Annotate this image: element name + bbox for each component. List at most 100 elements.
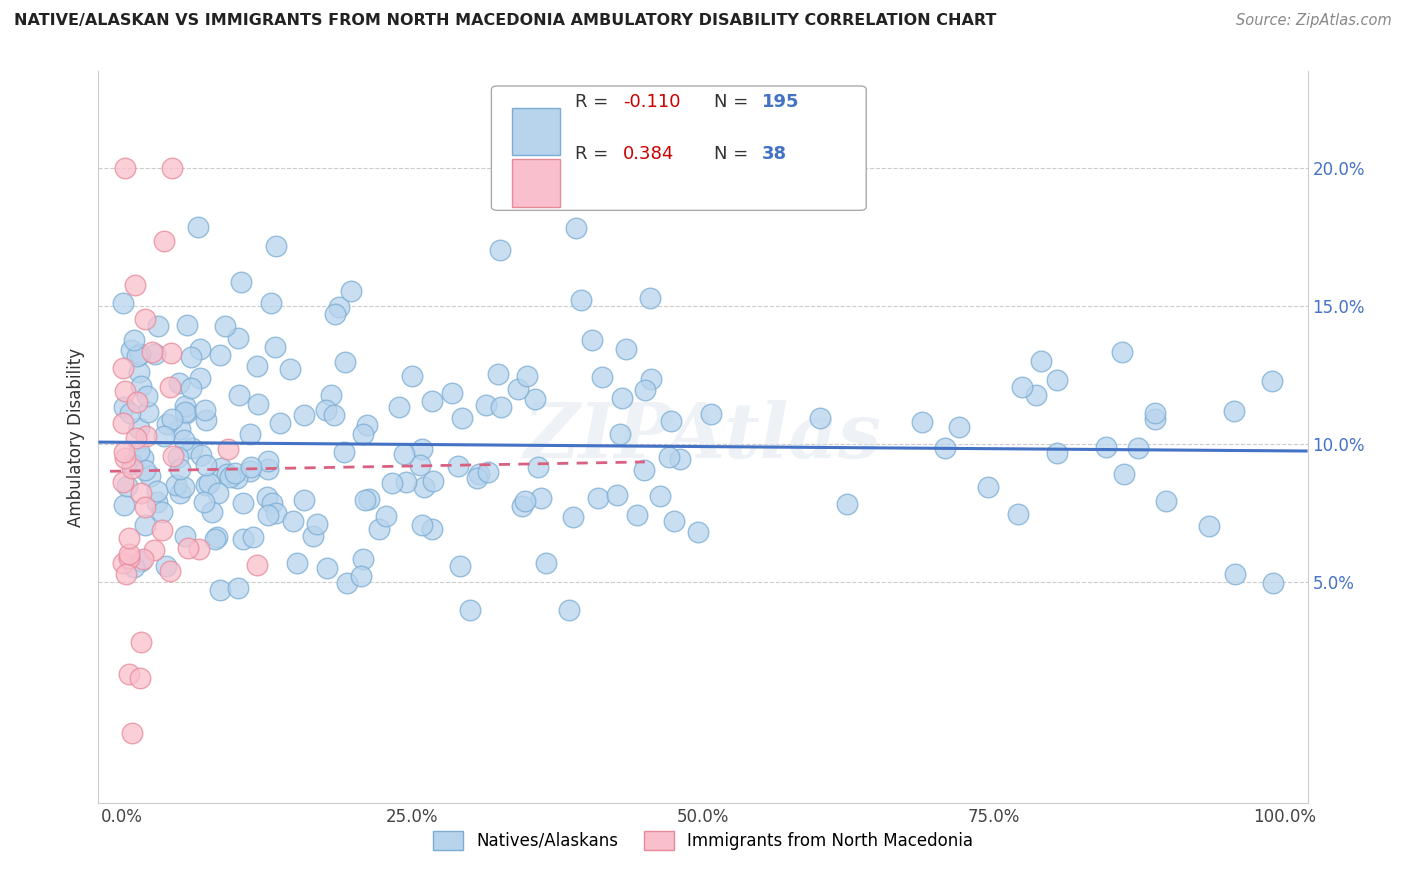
Point (207, 530, 229, 544)
Point (374, 509, 396, 524)
Point (662, 514, 685, 528)
Point (381, 475, 404, 490)
Point (209, 583, 232, 598)
Text: -0.110: -0.110 (623, 94, 681, 112)
Point (117, 551, 139, 566)
Point (686, 524, 709, 539)
Point (135, 429, 157, 443)
Point (117, 547, 139, 561)
Point (180, 350, 202, 364)
Point (129, 346, 152, 360)
Point (458, 602, 481, 616)
Point (808, 410, 831, 425)
Text: N =: N = (714, 94, 754, 112)
Point (323, 307, 346, 321)
Point (668, 452, 690, 467)
Point (565, 221, 588, 235)
Point (328, 300, 350, 314)
Point (1128, 441, 1150, 455)
Point (195, 458, 218, 472)
Point (120, 406, 142, 420)
Point (231, 275, 253, 289)
Point (420, 522, 443, 536)
Point (1007, 508, 1029, 522)
Point (1095, 440, 1118, 454)
Point (614, 343, 637, 357)
Point (111, 416, 134, 430)
Point (114, 384, 136, 398)
Point (167, 376, 190, 390)
Point (569, 293, 592, 307)
Bar (512, 159, 561, 207)
Point (112, 556, 135, 570)
Point (340, 284, 363, 298)
Point (226, 581, 249, 595)
Point (260, 496, 283, 510)
Point (129, 554, 152, 568)
Point (111, 475, 134, 490)
Point (150, 524, 173, 538)
Point (336, 575, 359, 590)
Point (1025, 388, 1047, 402)
Point (111, 361, 134, 376)
Point (160, 412, 183, 426)
Point (240, 460, 263, 475)
Point (176, 318, 198, 333)
Point (1046, 445, 1069, 459)
Point (626, 508, 648, 523)
Point (447, 459, 470, 474)
Point (256, 490, 278, 504)
Point (1198, 519, 1220, 533)
Point (401, 368, 423, 383)
Point (534, 556, 557, 570)
Point (281, 515, 304, 529)
Point (194, 413, 217, 427)
Point (1261, 576, 1284, 591)
Point (257, 453, 280, 467)
Point (1261, 374, 1284, 388)
Point (650, 489, 672, 503)
Point (169, 422, 191, 436)
Point (159, 565, 181, 579)
Point (129, 486, 152, 500)
Point (209, 460, 232, 475)
Point (1143, 412, 1166, 426)
Point (948, 419, 970, 434)
Point (977, 480, 1000, 494)
Point (195, 478, 218, 492)
Point (215, 467, 238, 481)
Point (169, 462, 191, 476)
Point (187, 220, 209, 235)
Point (134, 463, 156, 477)
Text: N =: N = (714, 145, 754, 162)
Point (141, 345, 163, 359)
Point (561, 509, 583, 524)
Point (934, 441, 956, 455)
Point (699, 407, 721, 421)
Point (153, 235, 176, 249)
Point (132, 552, 155, 566)
FancyBboxPatch shape (492, 86, 866, 211)
Point (516, 369, 538, 384)
Point (292, 408, 315, 422)
Point (114, 450, 136, 465)
Point (121, 458, 143, 472)
Point (146, 483, 169, 498)
Point (260, 296, 283, 310)
Point (118, 667, 141, 681)
Point (395, 475, 418, 489)
Point (204, 533, 226, 547)
Point (134, 311, 156, 326)
Point (352, 551, 374, 566)
Point (115, 567, 138, 582)
Point (118, 531, 141, 545)
Point (198, 476, 221, 491)
Point (214, 318, 236, 333)
Point (194, 403, 217, 417)
Point (530, 491, 553, 505)
Point (1112, 467, 1135, 482)
Point (1223, 404, 1246, 418)
Point (465, 471, 488, 485)
Point (333, 445, 356, 459)
Point (167, 450, 190, 464)
